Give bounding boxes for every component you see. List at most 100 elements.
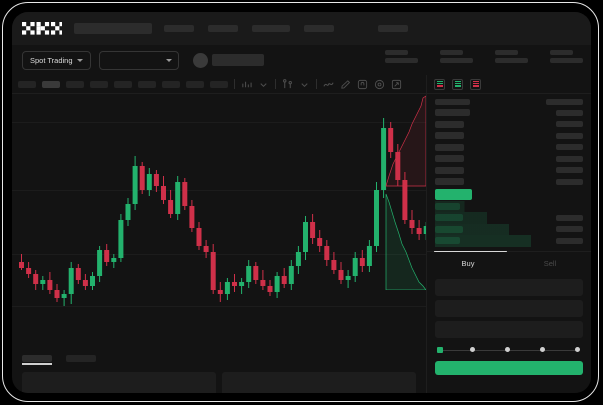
nav-item-2[interactable] [208, 25, 238, 32]
orderbook-price [435, 120, 464, 128]
stat-label [440, 50, 463, 55]
stat-value [440, 58, 473, 63]
orderbook-column-headers [427, 94, 591, 107]
timeframe-button[interactable] [210, 80, 228, 88]
chart-toolbar [12, 75, 426, 94]
orderbook-price [435, 166, 464, 174]
orderbook-sidebar: Buy Sell [426, 75, 591, 393]
trading-controls-bar: Spot Trading [12, 45, 591, 75]
avatar[interactable] [192, 52, 208, 68]
orderbook-row[interactable] [435, 119, 583, 131]
account-name-placeholder[interactable] [211, 54, 264, 66]
stat-label [550, 50, 573, 55]
market-type-dropdown[interactable]: Spot Trading [22, 50, 91, 70]
timeframe-button[interactable] [162, 80, 180, 88]
toolbar-divider [234, 79, 235, 89]
orderbook-price [435, 109, 470, 117]
stat-value [385, 58, 418, 63]
place-buy-order-button[interactable] [435, 360, 583, 375]
ob-mode-bids-only-icon[interactable] [452, 78, 463, 90]
candlestick-svg [12, 118, 426, 307]
orderbook-amount [556, 155, 583, 162]
chevron-down-icon[interactable] [299, 79, 310, 90]
toolbar-divider [316, 79, 317, 89]
orderbook-amount-header [546, 99, 583, 105]
order-price-field[interactable] [435, 278, 583, 296]
indicators-icon[interactable] [241, 79, 252, 90]
timeframe-button[interactable] [114, 80, 132, 88]
ob-mode-both-icon[interactable] [434, 78, 445, 90]
nav-item-5[interactable] [378, 25, 408, 32]
orderbook-row[interactable] [435, 130, 583, 142]
orderbook-row[interactable] [435, 235, 583, 247]
compare-icon[interactable] [282, 78, 293, 90]
orderbook-amount [556, 132, 583, 139]
chevron-down-icon[interactable] [258, 79, 269, 90]
tab-buy[interactable]: Buy [461, 258, 475, 268]
nav-item-3[interactable] [252, 25, 290, 32]
orderbook-amount [556, 214, 583, 221]
price-chart[interactable] [12, 94, 427, 347]
ob-mode-asks-only-icon[interactable] [470, 78, 481, 90]
nav-search[interactable] [74, 23, 152, 34]
slider-step-75[interactable] [540, 347, 545, 352]
orderbook-price [435, 214, 463, 222]
stat-label [385, 50, 408, 55]
market-depth-overlay [385, 94, 427, 291]
orderbook-price [435, 132, 464, 140]
orderbook-price [435, 225, 463, 233]
slider-step-50[interactable] [505, 347, 510, 352]
orderbook-display-modes [427, 75, 591, 94]
orders-panels [12, 372, 426, 393]
trading-pair-selector[interactable] [98, 50, 179, 70]
timeframe-button[interactable] [66, 80, 84, 88]
timeframe-button[interactable] [186, 80, 204, 88]
tab-order-history[interactable] [66, 354, 96, 362]
settings-icon[interactable] [374, 79, 385, 90]
bottom-panel-right[interactable] [222, 372, 416, 393]
magnet-icon[interactable] [357, 79, 368, 90]
stat-last-price [385, 50, 418, 63]
orderbook-last-price-row[interactable] [427, 188, 591, 201]
slider-handle[interactable] [437, 346, 443, 353]
orderbook-row[interactable] [435, 200, 583, 212]
order-amount-field[interactable] [435, 299, 583, 317]
orderbook-row[interactable] [435, 153, 583, 165]
line-tool-icon[interactable] [323, 79, 334, 90]
orderbook-price [435, 237, 460, 245]
timeframe-button[interactable] [18, 80, 36, 88]
slider-step-25[interactable] [470, 347, 475, 352]
orderbook-price [435, 178, 464, 186]
nav-item-1[interactable] [164, 25, 194, 32]
top-header [12, 12, 591, 45]
orderbook-row[interactable] [435, 142, 583, 154]
nav-item-4[interactable] [304, 25, 334, 32]
tab-sell[interactable]: Sell [543, 258, 557, 268]
orderbook-amount [556, 167, 583, 174]
orderbook-row[interactable] [435, 223, 583, 235]
orderbook-row[interactable] [435, 176, 583, 188]
bottom-panel-left[interactable] [22, 372, 216, 393]
slider-step-100[interactable] [575, 347, 580, 352]
amount-slider[interactable] [437, 346, 581, 355]
brush-icon[interactable] [340, 79, 351, 90]
orders-tabs [12, 347, 426, 369]
orderbook-bids[interactable] [427, 200, 591, 247]
okx-logo-icon[interactable] [22, 22, 62, 35]
orderbook-row[interactable] [435, 212, 583, 224]
tab-open-orders[interactable] [22, 354, 52, 362]
orderbook-asks[interactable] [427, 107, 591, 188]
fullscreen-icon[interactable] [391, 79, 402, 90]
orderbook-row[interactable] [435, 107, 583, 119]
last-price-highlight [435, 188, 472, 200]
orderbook-amount [556, 109, 583, 116]
stat-value [495, 58, 528, 63]
timeframe-button-active[interactable] [42, 80, 60, 88]
order-total-field[interactable] [435, 320, 583, 338]
stat-label [495, 50, 518, 55]
timeframe-button[interactable] [90, 80, 108, 88]
orderbook-row[interactable] [435, 165, 583, 177]
orderbook-price [435, 143, 464, 151]
timeframe-button[interactable] [138, 80, 156, 88]
